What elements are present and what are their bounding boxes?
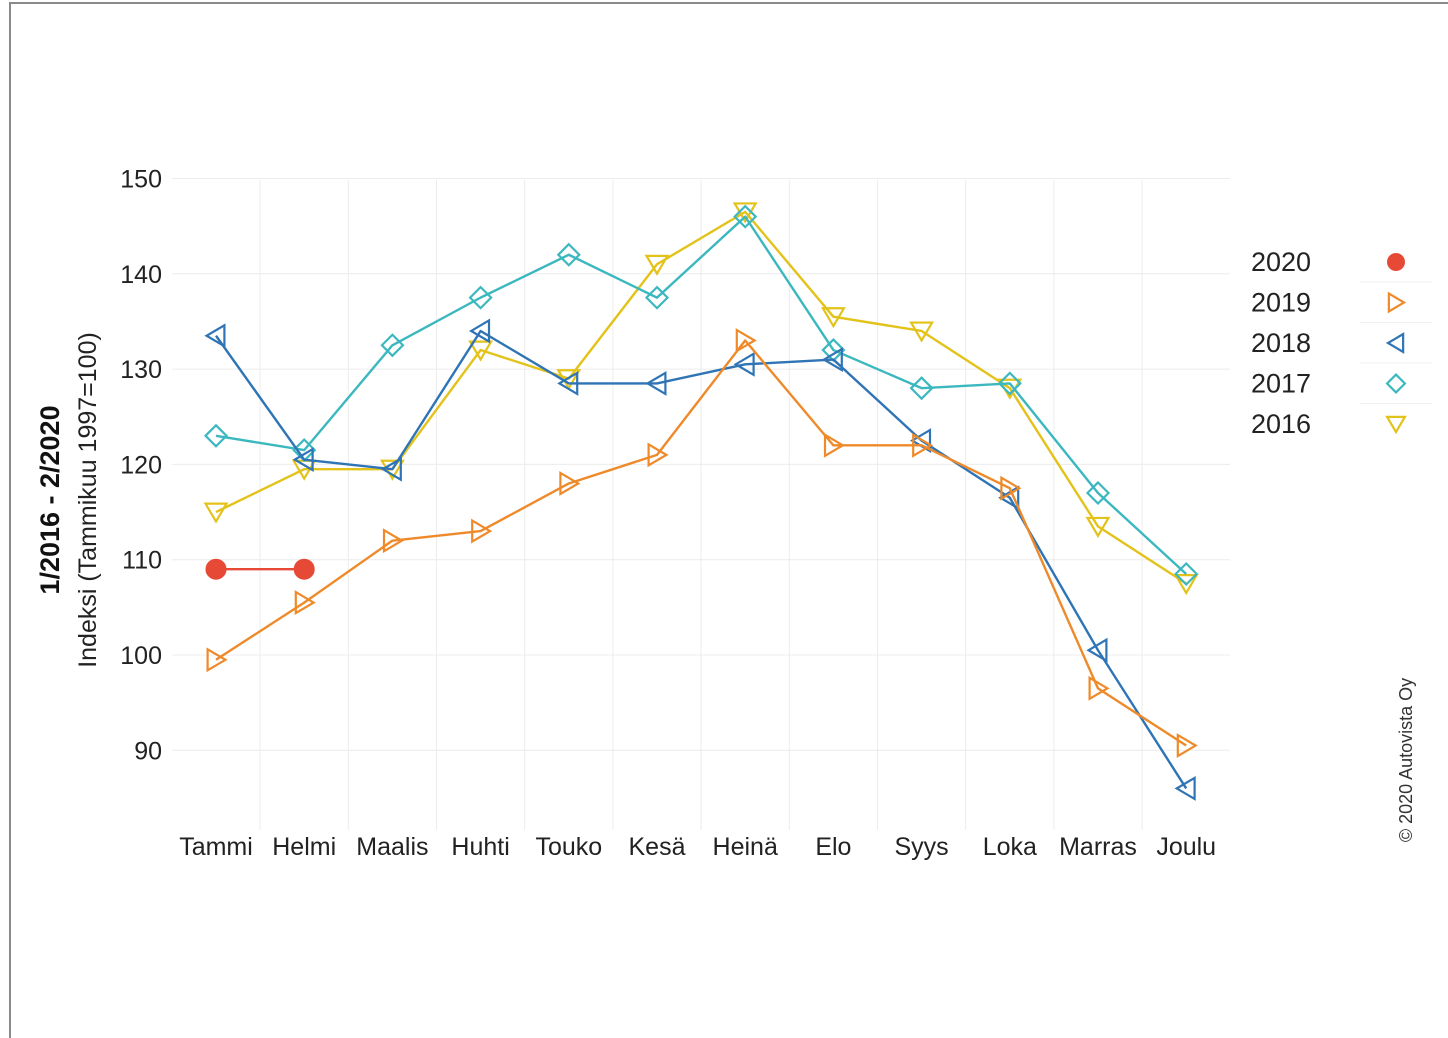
data-point bbox=[909, 376, 934, 401]
data-point bbox=[821, 347, 843, 372]
x-tick-label: Heinä bbox=[713, 833, 778, 861]
data-point bbox=[1000, 475, 1022, 501]
x-tick-label: Huhti bbox=[451, 833, 509, 861]
x-tick-label: Loka bbox=[983, 833, 1037, 861]
data-point bbox=[382, 528, 405, 554]
legend-label: 2020 bbox=[1251, 247, 1311, 277]
series-line bbox=[215, 210, 1187, 585]
data-point bbox=[912, 432, 934, 458]
series-group bbox=[203, 202, 1199, 801]
x-tick-label: Helmi bbox=[272, 833, 336, 861]
data-point bbox=[293, 558, 315, 580]
data-point bbox=[1086, 637, 1108, 663]
x-tick-label: Maalis bbox=[356, 833, 428, 861]
data-point bbox=[1088, 675, 1110, 701]
data-point bbox=[468, 285, 493, 310]
data-point bbox=[998, 485, 1020, 511]
legend-item-2017: 2017 bbox=[1251, 369, 1432, 404]
legend-label: 2016 bbox=[1251, 409, 1311, 439]
series-2017 bbox=[203, 204, 1199, 587]
y-tick-label: 120 bbox=[120, 451, 162, 479]
x-tick-label: Kesä bbox=[629, 833, 686, 861]
data-point bbox=[380, 333, 405, 358]
x-tick-label: Elo bbox=[815, 833, 851, 861]
legend-label: 2019 bbox=[1251, 288, 1311, 318]
legend-item-2018: 2018 bbox=[1251, 328, 1432, 364]
data-point bbox=[735, 328, 757, 353]
data-point bbox=[644, 285, 670, 310]
data-point bbox=[1085, 480, 1111, 506]
data-point bbox=[380, 456, 402, 482]
data-point bbox=[1173, 574, 1199, 596]
y-tick-label: 100 bbox=[120, 642, 162, 670]
x-tick-label: Syys bbox=[895, 833, 949, 861]
data-point bbox=[206, 647, 228, 673]
data-point bbox=[1176, 733, 1198, 758]
data-point bbox=[203, 423, 229, 448]
series-line bbox=[215, 215, 1188, 575]
data-point bbox=[1385, 373, 1407, 394]
y-tick-label: 150 bbox=[120, 166, 162, 194]
data-point bbox=[733, 204, 758, 229]
data-point bbox=[1387, 291, 1407, 314]
y-tick-label: 90 bbox=[134, 737, 162, 765]
data-point bbox=[468, 318, 491, 344]
legend-item-2016: 2016 bbox=[1251, 409, 1407, 439]
data-point bbox=[204, 323, 226, 349]
data-point bbox=[645, 370, 667, 396]
data-point bbox=[559, 471, 581, 496]
data-point bbox=[647, 442, 669, 468]
y-axis-title: 1/2016 - 2/2020 bbox=[35, 405, 65, 594]
data-point bbox=[733, 351, 755, 377]
data-point bbox=[909, 321, 935, 343]
x-tick-label: Touko bbox=[535, 833, 602, 861]
data-point bbox=[468, 340, 494, 362]
y-tick-label: 130 bbox=[120, 356, 162, 384]
data-point bbox=[1174, 775, 1196, 801]
data-point bbox=[1385, 332, 1405, 354]
x-tick-label: Joulu bbox=[1156, 833, 1216, 861]
copyright-credit: © 2020 Autovista Oy bbox=[1396, 678, 1416, 842]
series-line bbox=[215, 339, 1187, 747]
legend-item-2019: 2019 bbox=[1251, 288, 1432, 323]
y-tick-label: 140 bbox=[120, 261, 162, 289]
data-point bbox=[471, 518, 493, 544]
chart-frame bbox=[9, 2, 1448, 1038]
series-2019 bbox=[206, 328, 1198, 758]
legend-item-2020: 2020 bbox=[1251, 247, 1432, 283]
x-tick-label: Tammi bbox=[179, 833, 253, 861]
data-point bbox=[556, 242, 581, 267]
data-point bbox=[205, 558, 227, 580]
legend-label: 2017 bbox=[1251, 369, 1311, 399]
legend-label: 2018 bbox=[1251, 328, 1311, 358]
data-point bbox=[1385, 415, 1407, 435]
y-axis-ticks: 90 100 110 120 130 140 150 bbox=[120, 166, 162, 766]
data-point bbox=[644, 254, 670, 276]
data-point bbox=[557, 370, 579, 396]
data-point bbox=[292, 447, 314, 473]
data-point bbox=[1387, 253, 1405, 271]
y-tick-label: 110 bbox=[122, 547, 162, 575]
series-2020 bbox=[205, 558, 315, 580]
data-point bbox=[1085, 516, 1111, 538]
grid bbox=[172, 178, 1230, 830]
x-tick-label: Marras bbox=[1059, 833, 1137, 861]
data-point bbox=[997, 371, 1022, 396]
data-point bbox=[294, 590, 316, 616]
data-point bbox=[820, 307, 846, 329]
data-point bbox=[1174, 561, 1199, 587]
data-point bbox=[823, 432, 846, 458]
data-point bbox=[203, 502, 229, 524]
legend: 2020 2019 2018 2017 2016 bbox=[1251, 247, 1432, 439]
y-axis-subtitle: Indeksi (Tammikuu 1997=100) bbox=[74, 332, 102, 668]
x-axis-ticks: Tammi Helmi Maalis Huhti Touko Kesä Heinä Elo Sy… bbox=[179, 833, 1216, 861]
